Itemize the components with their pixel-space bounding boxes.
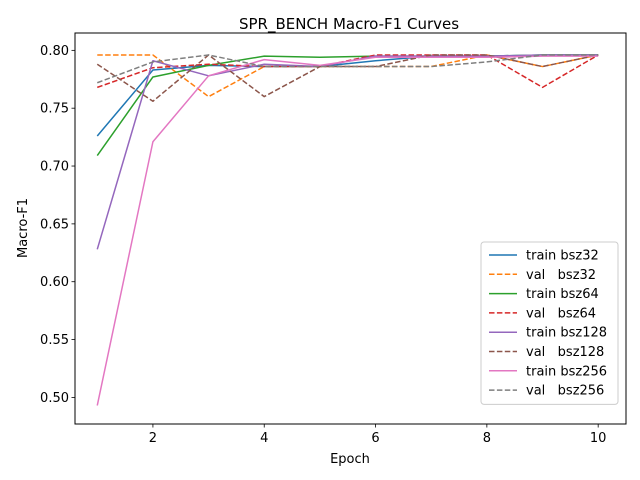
legend-label: val bsz32 <box>526 268 596 283</box>
y-axis: 0.50 0.55 0.60 0.65 0.70 0.75 0.80 <box>40 44 75 406</box>
series-line-7 <box>96 54 599 84</box>
y-tick-label: 0.65 <box>40 217 69 232</box>
y-tick-label: 0.60 <box>40 275 69 290</box>
x-tick-label: 4 <box>260 431 268 446</box>
legend-label: val bsz128 <box>526 345 604 360</box>
y-axis-title: Macro-F1 <box>16 198 31 258</box>
plot-frame <box>74 32 627 425</box>
y-tick-label: 0.75 <box>40 102 69 117</box>
legend-label: val bsz256 <box>526 384 604 399</box>
series-layer <box>96 54 599 406</box>
chart-title: SPR_BENCH Macro-F1 Curves <box>239 15 459 34</box>
legend-label: train bsz64 <box>526 287 599 302</box>
y-tick-label: 0.50 <box>40 391 69 406</box>
legend-label: train bsz256 <box>526 364 607 379</box>
legend-label: train bsz32 <box>526 249 599 264</box>
y-tick-label: 0.55 <box>40 333 69 348</box>
x-tick-label: 10 <box>590 431 607 446</box>
y-tick-label: 0.80 <box>40 44 69 59</box>
y-tick-label: 0.70 <box>40 160 69 175</box>
legend-label: train bsz128 <box>526 326 607 341</box>
x-axis: 2 4 6 8 10 <box>149 424 607 446</box>
x-tick-label: 8 <box>483 431 491 446</box>
legend-box <box>480 241 619 405</box>
x-tick-label: 2 <box>149 431 157 446</box>
legend: train bsz32 val bsz32 train bsz64 val bsz64… <box>480 241 619 405</box>
x-tick-label: 6 <box>371 431 379 446</box>
series-line-6 <box>96 55 599 406</box>
x-axis-title: Epoch <box>330 452 370 467</box>
series-line-5 <box>96 54 599 102</box>
legend-label: val bsz64 <box>526 306 596 321</box>
